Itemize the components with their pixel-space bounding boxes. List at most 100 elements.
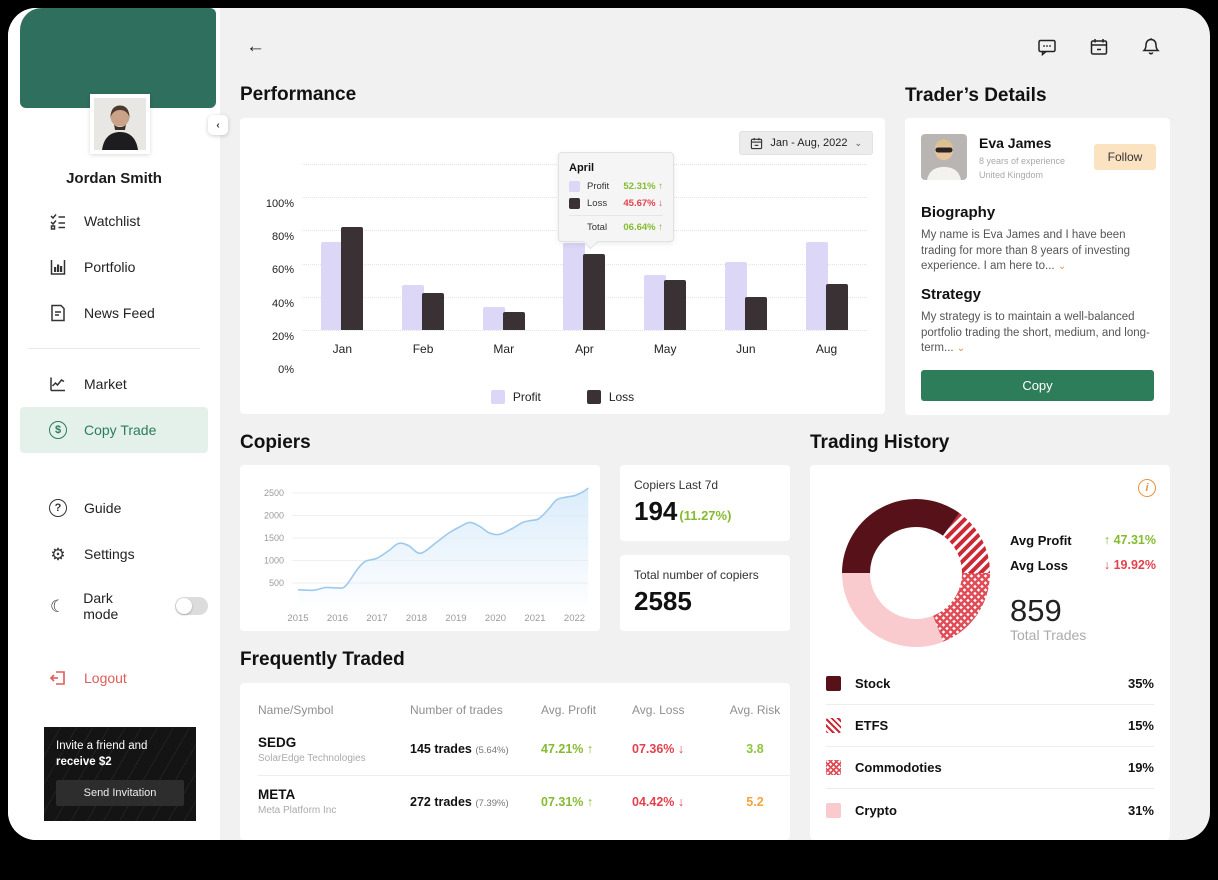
avg-loss-value: 07.36% ↓: [632, 742, 685, 756]
sidebar-item-label: Settings: [84, 546, 135, 562]
legend-row-etfs: ETFS 15%: [826, 705, 1154, 747]
bar-group-jan[interactable]: Jan: [321, 164, 364, 360]
performance-bars: Jan Feb Mar Apr May Jun Aug: [302, 164, 867, 360]
sidebar-item-portfolio[interactable]: Portfolio: [20, 244, 208, 290]
info-icon[interactable]: i: [1138, 479, 1156, 497]
total-copiers-label: Total number of copiers: [634, 568, 759, 582]
trader-avatar: [921, 134, 967, 180]
sidebar-item-label: News Feed: [84, 305, 155, 321]
loss-bar[interactable]: [744, 296, 767, 330]
performance-card: Jan - Aug, 2022 ⌄ 100% 80% 60% 40% 20% 0% Jan…: [240, 118, 885, 414]
x-axis-label: Jan: [332, 342, 353, 356]
legend-row-stock: Stock 35%: [826, 663, 1154, 705]
sidebar-item-label: Copy Trade: [84, 422, 157, 438]
loss-bar[interactable]: [825, 283, 848, 330]
total-trades-value: 859: [1010, 593, 1062, 628]
copiers-last-7d-pct: (11.27%): [679, 508, 732, 523]
profit-bar[interactable]: [402, 285, 425, 330]
sidebar-item-guide[interactable]: ? Guide: [20, 485, 208, 531]
legend-row-commodoties: Commodoties 19%: [826, 747, 1154, 789]
notifications-bell-icon[interactable]: [1140, 36, 1162, 58]
profit-bar[interactable]: [805, 242, 828, 330]
trader-name: Eva James: [979, 135, 1052, 151]
avg-profit-value: ↑ 47.31%: [1103, 533, 1156, 547]
loss-bar[interactable]: [341, 227, 364, 330]
total-copiers-value: 2585: [634, 586, 692, 616]
biography-expand-icon[interactable]: ⌄: [1057, 261, 1067, 273]
stock-pct: 35%: [1127, 676, 1154, 691]
logout-icon: [48, 668, 68, 688]
topbar-icons: [1036, 36, 1162, 58]
bar-group-feb[interactable]: Feb: [402, 164, 445, 360]
bar-group-jun[interactable]: Jun: [724, 164, 767, 360]
table-row[interactable]: META Meta Platform Inc 272 trades (7.39%…: [258, 775, 790, 827]
bar-group-mar[interactable]: Mar: [482, 164, 525, 360]
sidebar-item-settings[interactable]: ⚙ Settings: [20, 531, 208, 577]
x-axis-label: Jun: [736, 342, 756, 356]
profit-bar[interactable]: [563, 243, 586, 330]
profit-bar[interactable]: [482, 306, 505, 330]
sidebar-item-label: Watchlist: [84, 213, 141, 229]
sidebar-item-market[interactable]: Market: [20, 361, 208, 407]
performance-legend: Profit Loss: [240, 390, 885, 404]
y-axis-tick: 80%: [271, 231, 294, 244]
market-icon: [48, 374, 68, 394]
loss-bar[interactable]: [664, 280, 687, 330]
copy-trader-button[interactable]: Copy: [921, 370, 1154, 401]
legend-row-crypto: Crypto 31%: [826, 789, 1154, 831]
avg-risk-value: 3.8: [746, 742, 764, 756]
svg-text:2018: 2018: [406, 613, 427, 624]
news-feed-icon: [48, 303, 68, 323]
sidebar-divider: [28, 348, 200, 349]
avg-loss-row: Avg Loss ↓ 19.92%: [1010, 558, 1156, 573]
strategy-expand-icon[interactable]: ⌄: [956, 343, 966, 355]
sidebar-collapse-button[interactable]: ‹: [208, 115, 228, 135]
legend-profit-label: Profit: [512, 390, 541, 404]
messages-icon[interactable]: [1036, 36, 1058, 58]
trading-history-title: Trading History: [810, 432, 950, 453]
x-axis-label: Aug: [815, 342, 838, 356]
bar-group-may[interactable]: May: [644, 164, 687, 360]
bar-group-apr[interactable]: Apr: [563, 164, 606, 360]
loss-bar[interactable]: [422, 293, 445, 330]
copiers-chart-card: 2500 2000 1500 1000 500 2015 2016 2017 2018 2019 2…: [240, 465, 600, 631]
invite-text: Invite a friend and receive $2: [56, 740, 148, 768]
sidebar-item-news-feed[interactable]: News Feed: [20, 290, 208, 336]
total-copiers-card: Total number of copiers 2585: [620, 555, 790, 631]
invite-promo-box: Invite a friend and receive $2 Send Invi…: [44, 727, 196, 821]
sidebar-item-watchlist[interactable]: Watchlist: [20, 198, 208, 244]
profit-bar[interactable]: [644, 275, 667, 330]
svg-text:2020: 2020: [485, 613, 506, 624]
frequently-traded-title: Frequently Traded: [240, 649, 405, 670]
send-invitation-button[interactable]: Send Invitation: [56, 780, 184, 807]
trading-history-card: i Avg Profit ↑ 47.31% Avg Loss ↓ 19.92% …: [810, 465, 1170, 840]
sidebar-item-copy-trade[interactable]: $ Copy Trade: [20, 407, 208, 453]
x-axis-label: Mar: [493, 342, 515, 356]
date-range-selector[interactable]: Jan - Aug, 2022 ⌄: [739, 131, 873, 155]
bar-group-aug[interactable]: Aug: [805, 164, 848, 360]
calendar-icon[interactable]: [1088, 36, 1110, 58]
crypto-pct: 31%: [1127, 802, 1154, 818]
loss-bar[interactable]: [583, 254, 606, 330]
profit-bar[interactable]: [321, 242, 344, 330]
dark-mode-toggle[interactable]: [175, 597, 208, 615]
profit-bar[interactable]: [724, 261, 747, 330]
table-row[interactable]: SEDG SolarEdge Technologies 145 trades (…: [258, 723, 790, 775]
copy-trade-icon: $: [48, 420, 68, 440]
tooltip-profit-value: 52.31% ↑: [623, 181, 663, 192]
profile-avatar[interactable]: [90, 94, 150, 154]
logout-button[interactable]: Logout: [20, 655, 208, 701]
watchlist-icon: [48, 211, 68, 231]
y-axis-tick: 20%: [271, 330, 294, 343]
svg-text:500: 500: [269, 578, 284, 588]
chevron-down-icon: ⌄: [854, 137, 862, 148]
y-axis-tick: 60%: [271, 264, 294, 277]
sidebar-header-banner: [20, 8, 216, 108]
chart-tooltip: April Profit 52.31% ↑ Loss 45.67% ↓ Tota…: [558, 152, 674, 242]
biography-text: My name is Eva James and I have been tra…: [921, 229, 1131, 273]
svg-text:2000: 2000: [264, 511, 284, 521]
follow-button[interactable]: Follow: [1094, 144, 1156, 170]
trader-experience: 8 years of experience: [979, 156, 1066, 166]
back-button[interactable]: ←: [246, 36, 265, 57]
loss-bar[interactable]: [502, 311, 525, 330]
